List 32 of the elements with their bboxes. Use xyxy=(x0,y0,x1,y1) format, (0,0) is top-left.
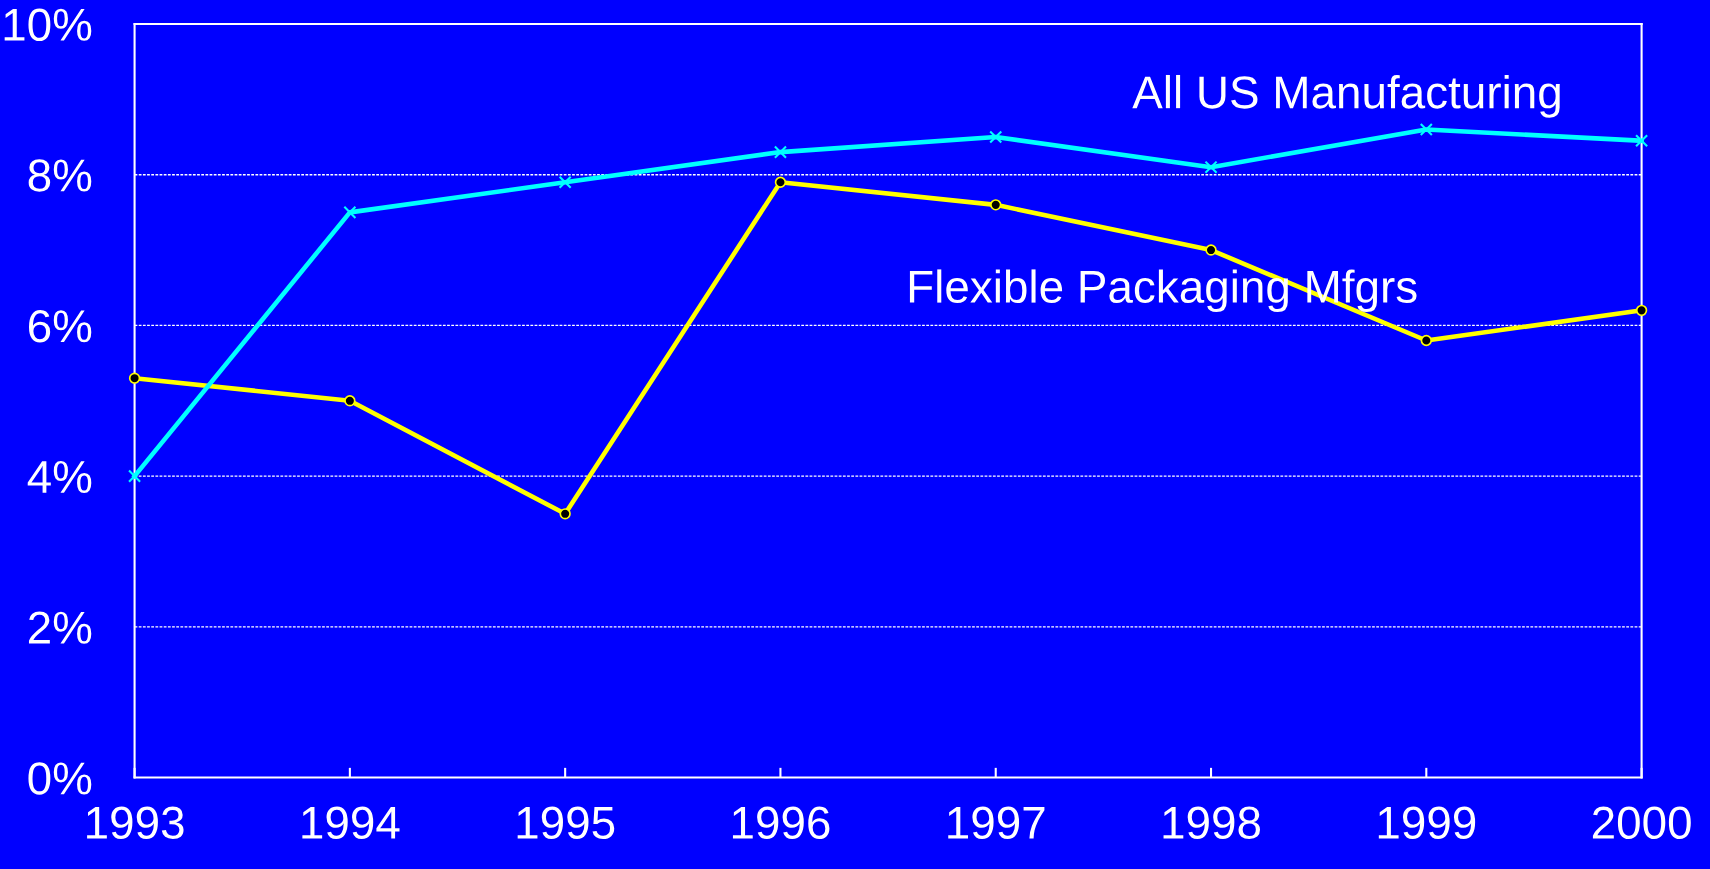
x-tick-label: 1997 xyxy=(948,806,1045,840)
x-tick-label: 1994 xyxy=(302,806,400,840)
point xyxy=(559,508,571,520)
series-label: Flexible Packaging Mfgrs xyxy=(909,269,1417,313)
point xyxy=(127,469,142,483)
point xyxy=(1419,122,1433,137)
point xyxy=(128,372,141,384)
y-tick-label: 0% xyxy=(28,762,92,795)
series-label: All US Manufacturing xyxy=(1132,74,1560,118)
point xyxy=(773,145,788,159)
y-tick-label: 2% xyxy=(28,611,92,644)
point xyxy=(989,130,1003,144)
point xyxy=(1635,134,1649,148)
y-tick-label: 10% xyxy=(4,8,92,42)
y-tick-label: 8% xyxy=(28,159,92,192)
x-tick-label: 1995 xyxy=(517,806,615,840)
x-tick-label: 1996 xyxy=(732,806,830,840)
point xyxy=(343,205,357,219)
point xyxy=(1204,160,1218,174)
x-tick-label: 2000 xyxy=(1592,806,1691,840)
point xyxy=(344,395,356,407)
y-tick-label: 6% xyxy=(28,310,92,343)
point xyxy=(990,199,1002,211)
point xyxy=(1205,244,1217,256)
point xyxy=(774,176,787,188)
x-tick-label: 1993 xyxy=(87,806,184,840)
x-tick-label: 1999 xyxy=(1378,806,1476,840)
y-tick-label: 4% xyxy=(27,460,92,494)
x-tick-label: 1998 xyxy=(1163,806,1261,840)
point xyxy=(558,175,572,189)
point xyxy=(1420,334,1433,347)
point xyxy=(1635,304,1648,317)
